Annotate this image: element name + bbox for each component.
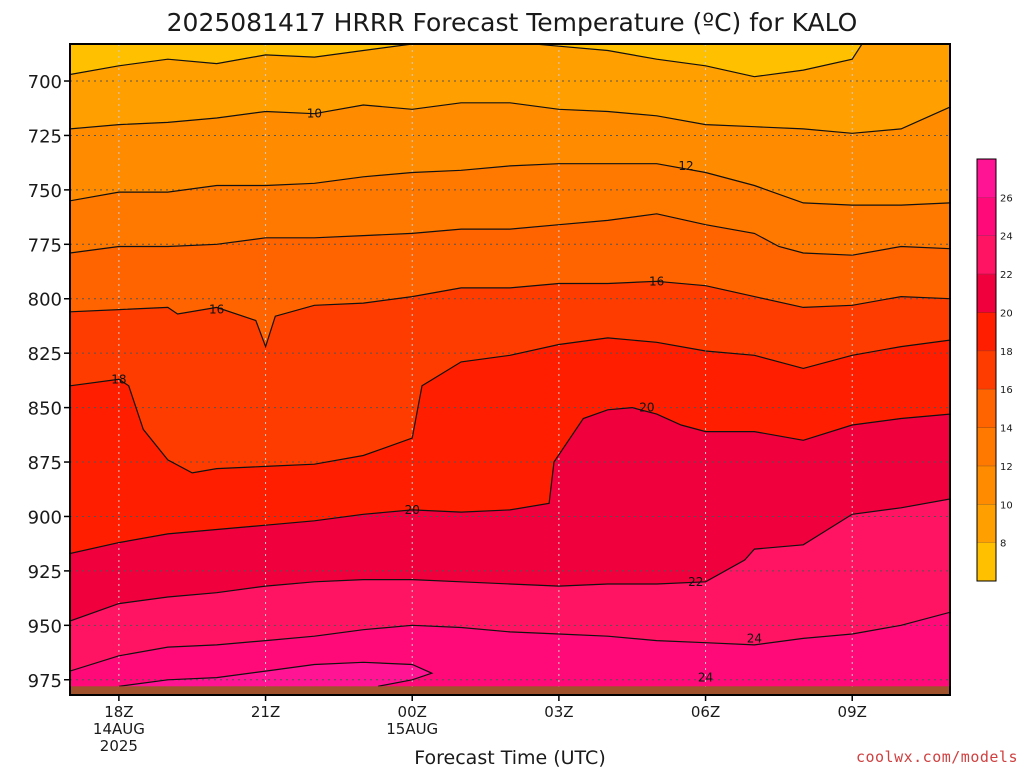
- contour-label: 12: [678, 159, 693, 173]
- y-tick-label: 950: [28, 616, 62, 637]
- x-tick-label: 09Z: [838, 703, 867, 721]
- contour-label-text: 20: [639, 401, 654, 415]
- contour-line-22: [70, 498, 950, 622]
- y-tick-label: 725: [28, 126, 62, 147]
- y-tick-label: 975: [28, 671, 62, 692]
- y-tick-label: 800: [28, 290, 62, 311]
- x-axis-label: Forecast Time (UTC): [414, 747, 605, 768]
- x-tick-label: 06Z: [691, 703, 720, 721]
- contour-line-26: [118, 661, 434, 687]
- x-tick-label: 2025: [100, 737, 138, 755]
- colorbar-tick-label: 12: [1000, 462, 1013, 473]
- y-tick-label: 900: [28, 507, 62, 528]
- y-tick-label: 925: [28, 562, 62, 583]
- contour-line-10: [70, 102, 950, 134]
- colorbar-swatch: [977, 389, 996, 428]
- y-tick-label: 700: [28, 72, 62, 93]
- contour-label-text: 16: [649, 274, 664, 288]
- colorbar-tick-label: 14: [1000, 424, 1013, 435]
- x-tick-label: 00Z: [398, 703, 427, 721]
- colorbar-tick-label: 18: [1000, 347, 1013, 358]
- credit-text: coolwx.com/models: [856, 748, 1018, 766]
- contour-line-20: [70, 406, 950, 555]
- colorbar-swatch: [977, 274, 996, 313]
- colorbar-tick-label: 16: [1000, 385, 1013, 396]
- y-tick-label: 775: [28, 235, 62, 256]
- x-tick-label: 18Z: [104, 703, 133, 721]
- contour-label-text: 18: [111, 372, 126, 386]
- chart-title: 2025081417 HRRR Forecast Temperature (ºC…: [167, 8, 858, 37]
- colorbar-tick-label: 8: [1000, 539, 1006, 550]
- x-tick-label: 21Z: [251, 703, 280, 721]
- contour-line-16: [70, 280, 950, 349]
- colorbar-tick-label: 10: [1000, 500, 1013, 511]
- colorbar-swatch: [977, 542, 996, 581]
- ground-layer: [70, 686, 950, 695]
- colorbar-swatch: [977, 159, 996, 198]
- contour-label: 10: [307, 107, 322, 121]
- contour-line-14: [70, 213, 950, 256]
- x-tick-label: 15AUG: [386, 720, 438, 738]
- contour-line-12: [70, 163, 950, 206]
- contour-labels: 10 12 16 16 18 20 20 22 24 24: [111, 107, 762, 685]
- colorbar-swatch: [977, 504, 996, 543]
- colorbar-swatch: [977, 235, 996, 275]
- x-tick-label: 14AUG: [93, 720, 145, 738]
- colorbar-tick-label: 22: [1000, 270, 1013, 281]
- y-tick-label: 825: [28, 344, 62, 365]
- plot-area: [70, 44, 950, 695]
- contour-label: 20: [639, 401, 654, 415]
- contour-line-24: [70, 611, 950, 672]
- contour-line-8: [70, 44, 863, 78]
- contour-lines: [70, 44, 950, 687]
- contour-label-text: 24: [698, 671, 713, 685]
- contour-label: 16: [209, 303, 224, 317]
- contour-label-text: 10: [307, 107, 322, 121]
- y-axis: 700 725 750 775 800 825 850 875 900 925 950 975: [28, 72, 70, 692]
- colorbar-tick-label: 24: [1000, 232, 1013, 243]
- contour-label: 16: [649, 274, 664, 288]
- colorbar-swatch: [977, 312, 996, 351]
- colorbar-tick-label: 20: [1000, 308, 1013, 319]
- y-tick-label: 875: [28, 453, 62, 474]
- contour-label-text: 16: [209, 303, 224, 317]
- colorbar-frame: [976, 158, 997, 582]
- y-tick-label: 750: [28, 181, 62, 202]
- contour-label: 22: [688, 575, 703, 589]
- colorbar: 8 10 12 14 16 18 20 22 24 26: [976, 158, 1013, 582]
- contour-label-text: 12: [678, 159, 693, 173]
- contour-label-text: 22: [688, 575, 703, 589]
- colorbar-swatch: [977, 197, 996, 236]
- colorbar-tick-label: 26: [1000, 193, 1013, 204]
- gridlines: [70, 44, 950, 695]
- plot-frame: [69, 43, 951, 696]
- contour-label: 20: [405, 503, 420, 517]
- contour-label: 18: [111, 372, 126, 386]
- colorbar-swatch: [977, 350, 996, 390]
- contour-label-text: 24: [747, 631, 762, 645]
- contour-label-text: 20: [405, 503, 420, 517]
- contour-label: 24: [698, 671, 713, 685]
- contour-line-18: [70, 337, 950, 474]
- temperature-fill-bands: [70, 44, 950, 695]
- contour-label: 24: [747, 631, 762, 645]
- x-tick-label: 03Z: [544, 703, 573, 721]
- ground-fill: [70, 686, 950, 695]
- colorbar-swatch: [977, 427, 996, 466]
- colorbar-swatch: [977, 465, 996, 505]
- y-tick-label: 850: [28, 399, 62, 420]
